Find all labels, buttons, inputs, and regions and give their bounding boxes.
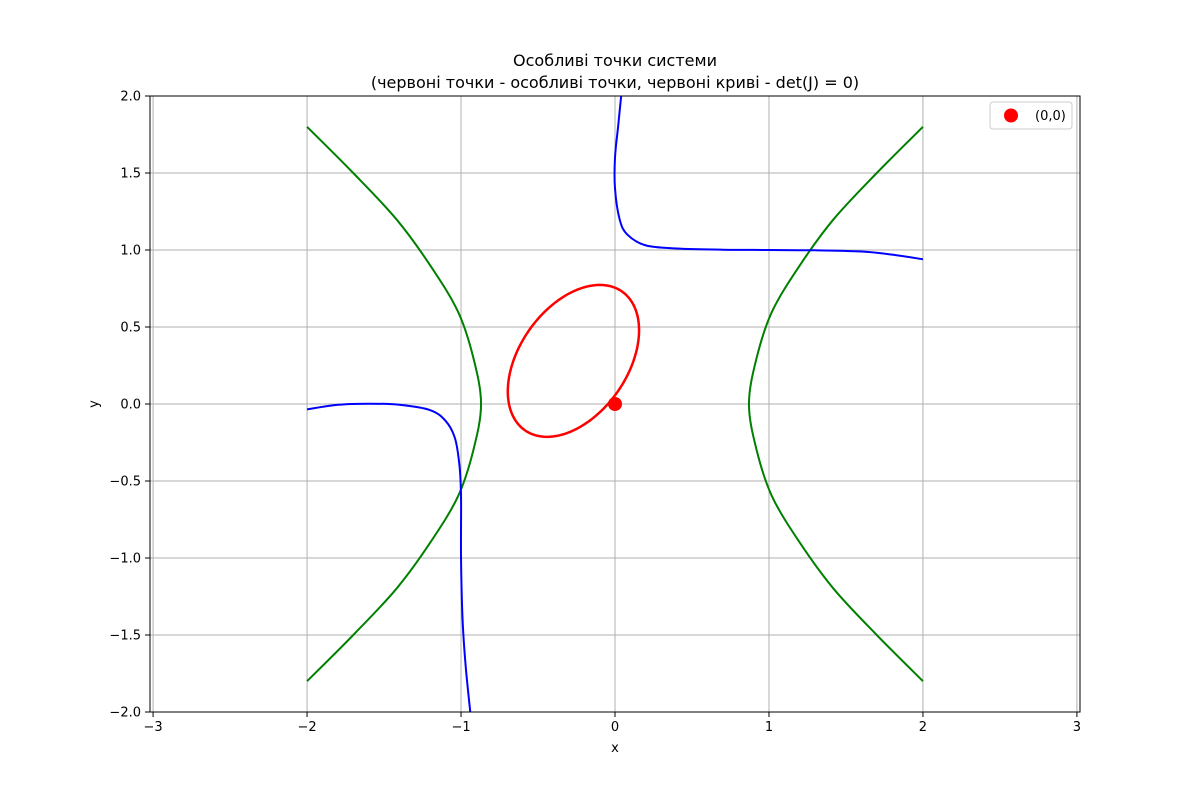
blue-curve-3 <box>306 402 472 713</box>
x-tick-label: 0 <box>611 720 619 735</box>
legend-label: (0,0) <box>1035 109 1066 124</box>
x-tick-label: −1 <box>451 720 470 735</box>
chart-title: Особливі точки системи <box>513 51 717 70</box>
singular-point-marker <box>608 397 622 411</box>
y-tick-label: 2.0 <box>120 90 141 105</box>
x-tick-label: 3 <box>1073 720 1081 735</box>
red-det-curve <box>506 283 641 439</box>
x-tick-label: −3 <box>143 720 162 735</box>
green-curve-0 <box>306 126 483 682</box>
legend-marker-red-dot <box>1004 108 1018 123</box>
blue-curve-2 <box>613 95 924 261</box>
x-axis-label: x <box>611 741 619 756</box>
y-tick-label: −0.5 <box>109 475 141 490</box>
chart-subtitle: (червоні точки - особливі точки, червоні… <box>371 73 859 92</box>
y-tick-label: 1.0 <box>120 244 141 259</box>
axis-layer: −3 −2 −1 0 1 2 3 −2.0 −1.5 −1.0 −0.5 0.0 0.5 1.0 1.5 2.… <box>109 90 1081 736</box>
y-tick-label: 0.5 <box>120 321 141 336</box>
green-curve-1 <box>747 126 924 682</box>
y-tick-label: 1.5 <box>120 167 141 182</box>
y-tick-label: −1.0 <box>109 552 141 567</box>
y-tick-label: −1.5 <box>109 629 141 644</box>
x-tick-label: 1 <box>765 720 773 735</box>
data-layer <box>306 95 924 713</box>
y-tick-label: 0.0 <box>120 398 141 413</box>
x-tick-label: −2 <box>297 720 316 735</box>
y-axis-label: y <box>87 400 102 408</box>
y-tick-label: −2.0 <box>109 706 141 721</box>
x-tick-label: 2 <box>919 720 927 735</box>
legend: (0,0) <box>989 101 1073 130</box>
